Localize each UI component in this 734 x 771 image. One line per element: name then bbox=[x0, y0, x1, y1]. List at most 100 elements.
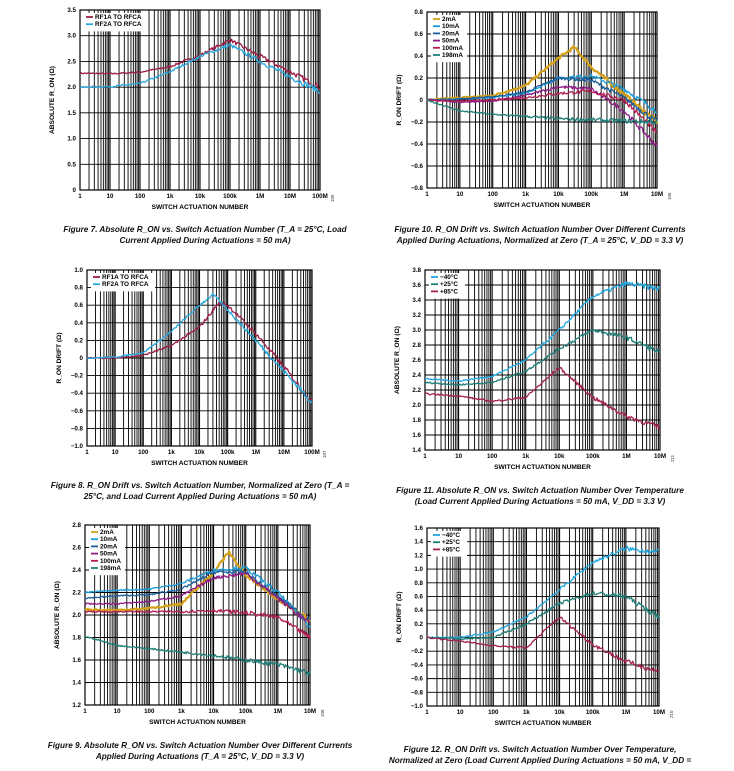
x-tick-label: 100k bbox=[221, 449, 235, 456]
legend-entry: 20mA bbox=[442, 30, 460, 37]
x-tick-label: 100k bbox=[586, 453, 600, 460]
y-tick-label: 0.4 bbox=[414, 607, 423, 614]
y-tick-label: −0.8 bbox=[411, 185, 424, 192]
y-tick-label: 1.5 bbox=[67, 110, 76, 117]
y-axis-label: R_ON DRIFT (Ω) bbox=[56, 332, 63, 383]
figure-caption-10: Applied During Actuations, Normalized at… bbox=[396, 236, 684, 245]
legend-entry: 10mA bbox=[100, 536, 118, 543]
x-tick-label: 1k bbox=[523, 709, 530, 716]
figure-code: 210 bbox=[669, 710, 674, 718]
series-line-2 bbox=[426, 76, 658, 121]
chart-fig10: −0.8 −0.6 −0.4 −0.2 0 0.2 0.4 0.6 0.8 1 10 100 1k 10k… bbox=[396, 9, 672, 209]
y-tick-label: −0.4 bbox=[411, 141, 424, 148]
x-tick-label: 1k bbox=[522, 191, 529, 198]
y-tick-label: −0.6 bbox=[411, 163, 424, 170]
series-line-2 bbox=[84, 569, 311, 624]
y-tick-label: 0 bbox=[73, 187, 77, 194]
figure-code: 108 bbox=[320, 709, 325, 717]
chart-fig11: 1.4 1.6 1.8 2.0 2.2 2.4 2.6 2.8 3.0 3.2 3.4 3.6 3.8 1… bbox=[394, 267, 675, 471]
y-tick-label: −0.6 bbox=[411, 676, 424, 683]
x-tick-label: 10 bbox=[456, 191, 463, 198]
y-tick-label: 0.8 bbox=[74, 285, 83, 292]
y-tick-label: 2.2 bbox=[412, 387, 421, 394]
legend-entry: +25°C bbox=[440, 280, 458, 288]
figure-caption-7: Figure 7. Absolute R_ON vs. Switch Actua… bbox=[63, 225, 347, 234]
y-tick-label: 1.8 bbox=[72, 635, 81, 642]
x-tick-label: 1 bbox=[425, 191, 429, 198]
x-tick-label: 1 bbox=[85, 449, 89, 456]
y-tick-label: 0.2 bbox=[414, 75, 423, 82]
y-tick-label: −0.2 bbox=[71, 373, 84, 380]
figure-caption-9: Applied During Actuations (T_A = 25°C, V… bbox=[95, 752, 305, 761]
x-tick-label: 100 bbox=[138, 449, 149, 456]
y-tick-label: 0.4 bbox=[414, 53, 423, 60]
x-tick-label: 1M bbox=[251, 449, 260, 456]
figure-code: 211 bbox=[670, 454, 675, 462]
x-tick-label: 100M bbox=[304, 449, 319, 456]
y-tick-label: 3.0 bbox=[67, 33, 76, 40]
x-tick-label: 1M bbox=[274, 708, 283, 715]
y-tick-label: 3.5 bbox=[67, 7, 76, 14]
legend-entry: 100mA bbox=[442, 45, 463, 52]
x-tick-label: 1k bbox=[167, 193, 174, 200]
y-tick-label: 1.4 bbox=[412, 447, 421, 454]
x-tick-label: 10M bbox=[304, 708, 316, 715]
x-tick-label: 10 bbox=[455, 453, 462, 460]
x-tick-label: 100 bbox=[135, 193, 146, 200]
y-tick-label: 3.8 bbox=[412, 267, 421, 274]
x-tick-label: 10k bbox=[208, 708, 219, 715]
x-tick-label: 100 bbox=[487, 453, 498, 460]
y-tick-label: 0.6 bbox=[74, 302, 83, 309]
x-axis-label: SWITCH ACTUATION NUMBER bbox=[494, 464, 591, 471]
x-tick-label: 10k bbox=[554, 709, 565, 716]
legend-entry: 50mA bbox=[442, 38, 460, 45]
y-tick-label: −0.8 bbox=[71, 425, 84, 432]
x-tick-label: 1k bbox=[178, 708, 185, 715]
x-tick-label: 1k bbox=[522, 453, 529, 460]
legend-box bbox=[91, 273, 155, 292]
y-tick-label: 0 bbox=[80, 355, 84, 362]
figure-caption-12: Figure 12. R_ON Drift vs. Switch Actuati… bbox=[404, 745, 677, 754]
y-tick-label: 1.0 bbox=[414, 566, 423, 573]
x-tick-label: 10 bbox=[112, 449, 119, 456]
series-line-0 bbox=[424, 281, 661, 382]
y-tick-label: −0.2 bbox=[411, 648, 424, 655]
y-axis-label: ABSOLUTE R_ON (Ω) bbox=[54, 581, 61, 649]
x-tick-label: 1M bbox=[620, 191, 629, 198]
y-tick-label: 2.6 bbox=[412, 357, 421, 364]
y-tick-label: 2.0 bbox=[72, 612, 81, 619]
y-tick-label: −0.6 bbox=[71, 408, 84, 415]
x-tick-label: 10M bbox=[651, 191, 663, 198]
y-tick-label: 1.4 bbox=[414, 539, 423, 546]
x-tick-label: 10 bbox=[114, 708, 121, 715]
legend-entry: 2mA bbox=[100, 529, 114, 536]
series-line-4 bbox=[426, 89, 658, 134]
y-tick-label: −0.8 bbox=[411, 689, 424, 696]
y-tick-label: 0.8 bbox=[414, 580, 423, 587]
series-line-0 bbox=[86, 301, 313, 401]
figure-caption-11: (Load Current Applied During Actuations … bbox=[415, 497, 666, 506]
y-tick-label: 0.2 bbox=[74, 337, 83, 344]
y-tick-label: 0.8 bbox=[414, 9, 423, 16]
y-axis-label: ABSOLUTE R_ON (Ω) bbox=[394, 326, 401, 394]
legend-entry: 10mA bbox=[442, 23, 460, 30]
legend-entry: 2mA bbox=[442, 16, 456, 23]
y-tick-label: 2.2 bbox=[72, 590, 81, 597]
figure-code: 105 bbox=[330, 194, 335, 202]
x-tick-label: 100k bbox=[586, 709, 600, 716]
x-tick-label: 1 bbox=[83, 708, 87, 715]
series-line-3 bbox=[426, 85, 658, 146]
y-tick-label: −0.2 bbox=[411, 119, 424, 126]
legend-entry: RF2A TO RFCA bbox=[95, 21, 142, 28]
x-tick-label: 10 bbox=[457, 709, 464, 716]
legend-entry: RF1A TO RFCA bbox=[95, 14, 142, 21]
vertical-gridlines bbox=[436, 528, 658, 706]
y-tick-label: 0.5 bbox=[67, 161, 76, 168]
y-tick-label: 0.6 bbox=[414, 31, 423, 38]
x-tick-label: 100k bbox=[223, 193, 237, 200]
x-tick-label: 1 bbox=[78, 193, 82, 200]
y-tick-label: 0 bbox=[420, 635, 424, 642]
